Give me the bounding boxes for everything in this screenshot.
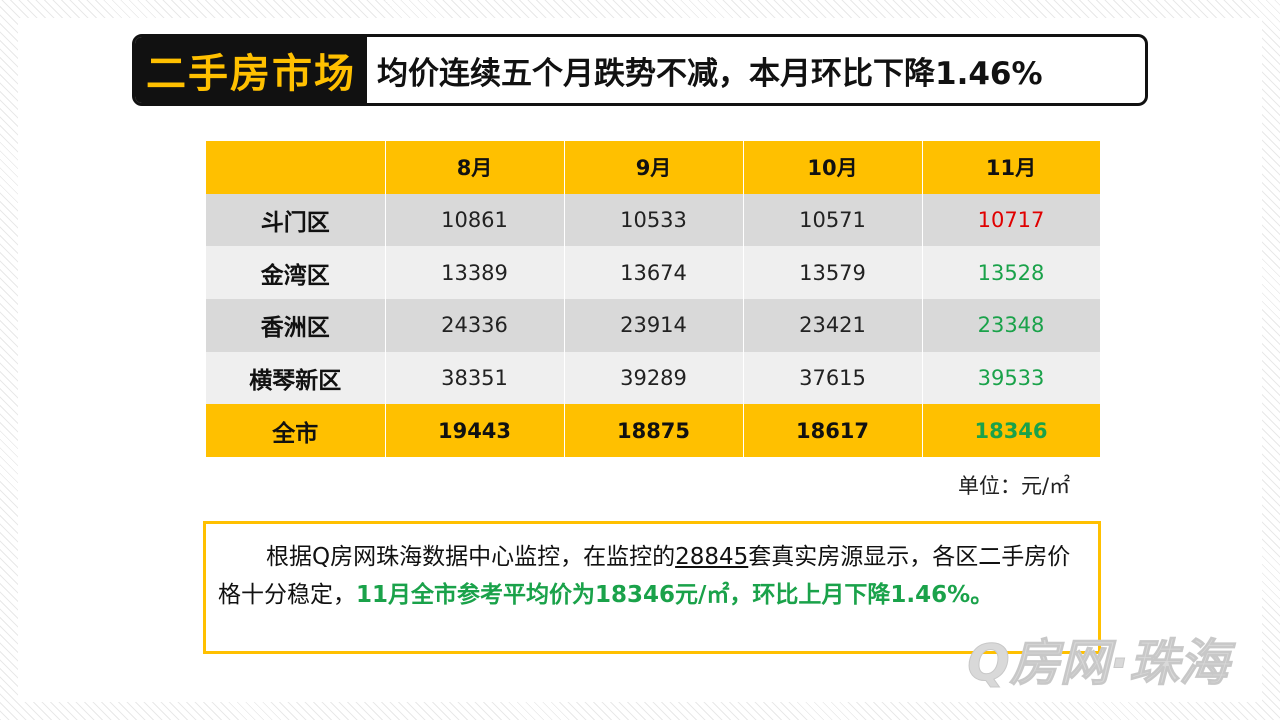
price-cell: 10861 [385, 193, 565, 247]
district-label: 横琴新区 [206, 351, 386, 405]
total-cell: 18617 [743, 404, 923, 458]
summary-text-2: 套真实房源显示，各区二手房价格十分稳定， [218, 544, 1071, 608]
district-label: 斗门区 [206, 193, 386, 247]
summary-highlight: 11月全市参考平均价为18346元/㎡，环比上月下降1.46%。 [356, 582, 994, 608]
watermark-text: Q房网·珠海 [967, 634, 1235, 692]
unit-note: 单位：元/㎡ [958, 474, 1071, 498]
price-cell: 23348 [922, 299, 1101, 352]
district-label: 香洲区 [206, 299, 386, 352]
headline-title: 均价连续五个月跌势不减，本月环比下降1.46% [377, 55, 1043, 92]
price-cell: 23914 [564, 299, 744, 352]
column-header: 8月 [385, 141, 565, 194]
price-cell: 10571 [743, 193, 923, 247]
total-label: 全市 [206, 404, 386, 458]
table-header-row: 8月 9月 10月 11月 [206, 141, 1101, 194]
district-label: 金湾区 [206, 246, 386, 300]
summary-box: 根据Q房网珠海数据中心监控，在监控的28845套真实房源显示，各区二手房价格十分… [203, 521, 1101, 654]
price-cell: 13528 [922, 246, 1101, 300]
price-cell: 10533 [564, 193, 744, 247]
total-cell: 19443 [385, 404, 565, 458]
watermark-logo: Q房网·珠海 [967, 634, 1236, 693]
price-cell: 13674 [564, 246, 744, 300]
section-tag: 二手房市场 [135, 37, 367, 103]
table-row: 金湾区 13389 13674 13579 13528 [206, 246, 1101, 300]
table-total-row: 全市 19443 18875 18617 18346 [206, 404, 1101, 458]
column-header: 9月 [564, 141, 744, 194]
price-cell: 38351 [385, 351, 565, 405]
price-cell: 23421 [743, 299, 923, 352]
price-cell: 13579 [743, 246, 923, 300]
headline-box: 二手房市场 均价连续五个月跌势不减，本月环比下降1.46% [132, 34, 1148, 106]
corner-cell [206, 141, 386, 194]
total-cell: 18346 [922, 404, 1101, 458]
price-cell: 39533 [922, 351, 1101, 405]
price-cell: 39289 [564, 351, 744, 405]
price-cell: 37615 [743, 351, 923, 405]
price-cell: 13389 [385, 246, 565, 300]
table-row: 香洲区 24336 23914 23421 23348 [206, 299, 1101, 352]
table-row: 横琴新区 38351 39289 37615 39533 [206, 351, 1101, 405]
price-table: 8月 9月 10月 11月 斗门区 10861 10533 10571 1071… [206, 141, 1101, 458]
table-row: 斗门区 10861 10533 10571 10717 [206, 193, 1101, 247]
listing-count: 28845 [675, 544, 749, 570]
total-cell: 18875 [564, 404, 744, 458]
column-header: 11月 [922, 141, 1101, 194]
summary-text-1: 根据Q房网珠海数据中心监控，在监控的 [266, 544, 676, 570]
price-cell: 10717 [922, 193, 1101, 247]
price-cell: 24336 [385, 299, 565, 352]
column-header: 10月 [743, 141, 923, 194]
